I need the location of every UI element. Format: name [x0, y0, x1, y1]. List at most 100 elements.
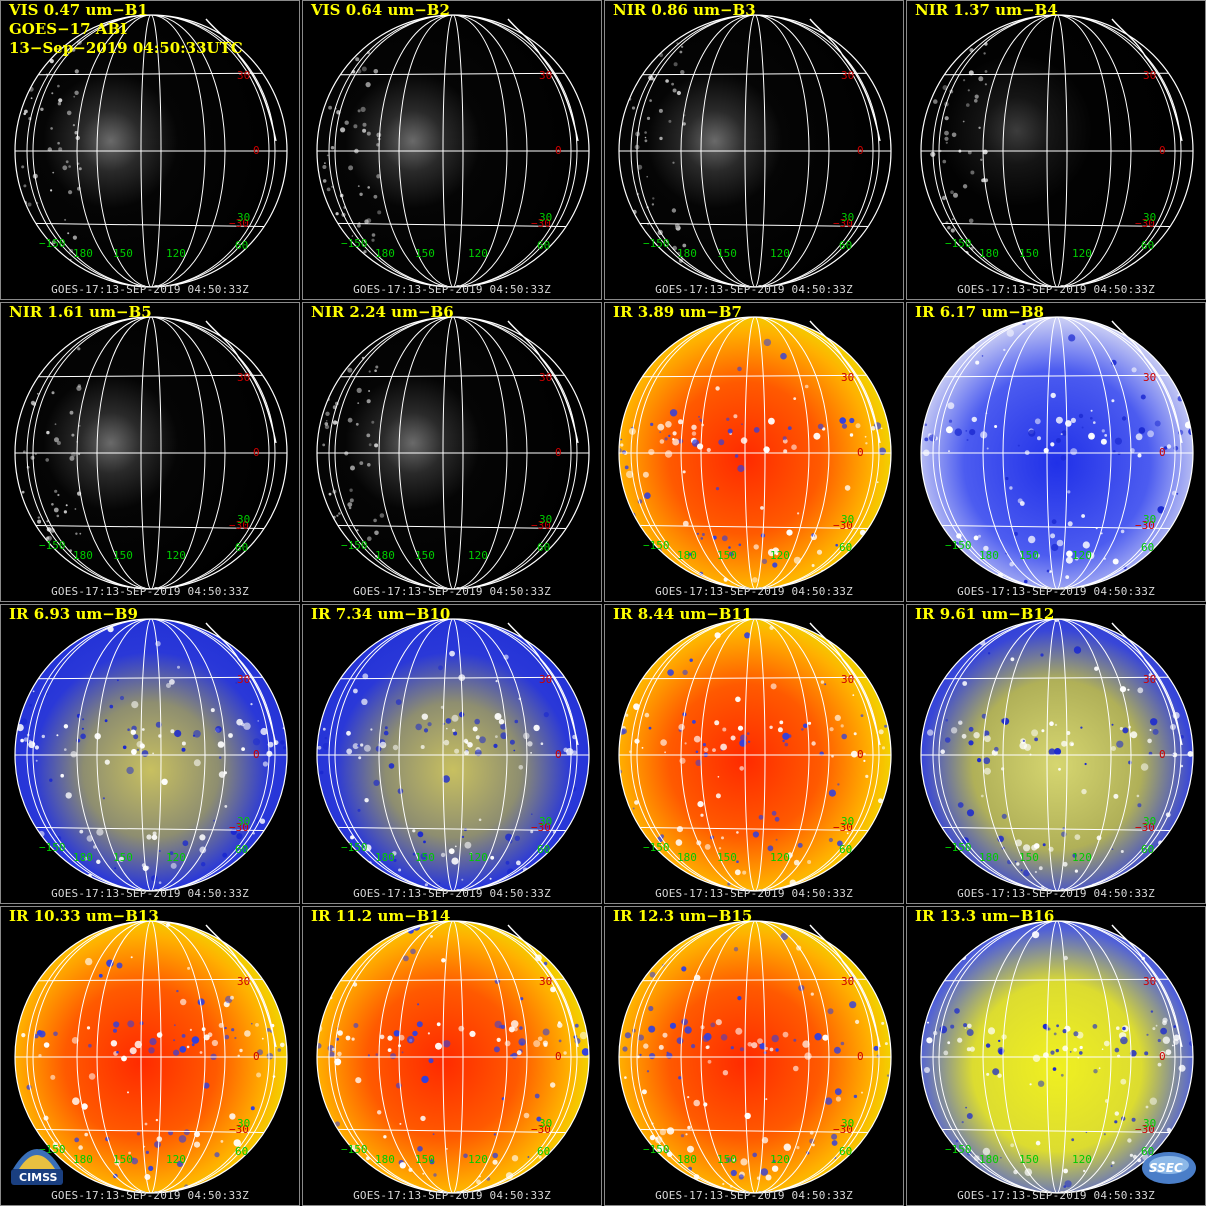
- latitude-label: 30: [539, 975, 552, 988]
- latitude-label: 0: [253, 446, 260, 459]
- longitude-label: −150: [945, 1143, 972, 1156]
- longitude-label: 150: [113, 1153, 133, 1166]
- latitude-label: 0: [1159, 1050, 1166, 1063]
- longitude-label: 30: [237, 513, 250, 526]
- latitude-label: 0: [857, 748, 864, 761]
- band-title-text: IR 8.44 um−B11: [613, 605, 753, 623]
- longitude-label: 120: [1072, 851, 1092, 864]
- latitude-label: 0: [1159, 446, 1166, 459]
- latitude-label: −30: [531, 1123, 551, 1136]
- longitude-label: 180: [979, 549, 999, 562]
- longitude-label: −150: [945, 237, 972, 250]
- latitude-label: −30: [1135, 821, 1155, 834]
- longitude-label: 60: [1141, 843, 1154, 856]
- latitude-label: −30: [229, 519, 249, 532]
- latitude-label: −30: [229, 821, 249, 834]
- longitude-label: 150: [113, 247, 133, 260]
- longitude-label: 180: [979, 1153, 999, 1166]
- longitude-label: 120: [166, 549, 186, 562]
- band-title: NIR 1.61 um−B5: [9, 303, 152, 322]
- longitude-label: 30: [1143, 513, 1156, 526]
- longitude-label: 60: [235, 1145, 248, 1158]
- longitude-label: 60: [1141, 541, 1154, 554]
- band-title: NIR 1.37 um−B4: [915, 1, 1058, 20]
- product-label: GOES−17 ABI: [9, 20, 128, 38]
- longitude-label: −150: [643, 237, 670, 250]
- band-title-text: IR 13.3 um−B16: [915, 907, 1055, 925]
- longitude-label: 180: [677, 549, 697, 562]
- latitude-label: 30: [539, 371, 552, 384]
- longitude-label: 120: [770, 851, 790, 864]
- latitude-label: 0: [857, 144, 864, 157]
- longitude-label: 30: [539, 211, 552, 224]
- longitude-label: 180: [375, 549, 395, 562]
- latitude-label: −30: [1135, 1123, 1155, 1136]
- latitude-label: 0: [1159, 748, 1166, 761]
- timestamp-footer: GOES-17:13-SEP-2019 04:50:33Z: [353, 283, 551, 296]
- latitude-label: −30: [229, 217, 249, 230]
- band-panel: 30 0 −30 30 −150 180 150 120 60 NIR 2.24 um−B6 GOE…: [302, 302, 602, 602]
- scan-time-label: 13−Sep−2019 04:50:33UTC: [9, 39, 243, 57]
- longitude-label: 150: [1019, 1153, 1039, 1166]
- longitude-label: 30: [539, 1117, 552, 1130]
- longitude-label: 180: [375, 247, 395, 260]
- band-title: IR 3.89 um−B7: [613, 303, 742, 322]
- band-title: IR 9.61 um−B12: [915, 605, 1054, 624]
- latitude-label: 30: [237, 69, 250, 82]
- graticule: [317, 921, 589, 1193]
- band-title: VIS 0.47 um−B1 GOES−17 ABI 13−Sep−2019 04:…: [9, 1, 243, 58]
- longitude-label: 150: [113, 549, 133, 562]
- longitude-label: 180: [979, 247, 999, 260]
- latitude-label: 30: [1143, 673, 1156, 686]
- longitude-label: 30: [1143, 211, 1156, 224]
- timestamp-footer: GOES-17:13-SEP-2019 04:50:33Z: [655, 283, 853, 296]
- cimss-logo-text: CIMSS: [19, 1171, 58, 1184]
- band-title-text: IR 12.3 um−B15: [613, 907, 753, 925]
- latitude-label: 0: [253, 144, 260, 157]
- longitude-label: 180: [375, 1153, 395, 1166]
- band-panel: 30 0 −30 30 −150 180 150 120 60 NIR 1.37 um−B4 GOE…: [906, 0, 1206, 300]
- longitude-label: 150: [1019, 549, 1039, 562]
- timestamp-footer: GOES-17:13-SEP-2019 04:50:33Z: [957, 283, 1155, 296]
- longitude-label: 120: [770, 1153, 790, 1166]
- longitude-label: 30: [237, 211, 250, 224]
- longitude-label: 30: [841, 1117, 854, 1130]
- longitude-label: 30: [539, 513, 552, 526]
- longitude-label: 150: [717, 1153, 737, 1166]
- timestamp-footer: GOES-17:13-SEP-2019 04:50:33Z: [957, 585, 1155, 598]
- band-panel: 30 0 −30 30 −150 180 150 120 60 IR 13.3 um−B16 GOE…: [906, 906, 1206, 1206]
- graticule: [921, 619, 1193, 891]
- band-title: NIR 0.86 um−B3: [613, 1, 756, 20]
- band-title-text: IR 7.34 um−B10: [311, 605, 451, 623]
- graticule: [921, 317, 1193, 589]
- longitude-label: 60: [235, 843, 248, 856]
- band-panel: 30 0 −30 30 −150 180 150 120 60 IR 11.2 um−B14 GOE…: [302, 906, 602, 1206]
- longitude-label: 120: [468, 851, 488, 864]
- latitude-label: −30: [531, 519, 551, 532]
- band-title-text: NIR 0.86 um−B3: [613, 1, 756, 19]
- band-title-text: VIS 0.64 um−B2: [311, 1, 450, 19]
- latitude-label: 0: [1159, 144, 1166, 157]
- longitude-label: 150: [1019, 851, 1039, 864]
- graticule: [317, 15, 589, 287]
- latitude-label: 30: [237, 975, 250, 988]
- longitude-label: 150: [415, 549, 435, 562]
- longitude-label: 180: [73, 851, 93, 864]
- longitude-label: 180: [677, 851, 697, 864]
- timestamp-footer: GOES-17:13-SEP-2019 04:50:33Z: [957, 887, 1155, 900]
- latitude-label: 0: [555, 748, 562, 761]
- longitude-label: 30: [841, 513, 854, 526]
- longitude-label: −150: [643, 1143, 670, 1156]
- band-title-text: IR 6.93 um−B9: [9, 605, 138, 623]
- band-title-text: VIS 0.47 um−B1: [9, 1, 148, 19]
- longitude-label: 120: [1072, 549, 1092, 562]
- graticule: [619, 921, 891, 1193]
- longitude-label: 60: [1141, 239, 1154, 252]
- latitude-label: −30: [531, 217, 551, 230]
- longitude-label: −150: [341, 237, 368, 250]
- band-panel: 30 0 −30 30 −150 180 150 120 60 VIS 0.64 um−B2 GOE…: [302, 0, 602, 300]
